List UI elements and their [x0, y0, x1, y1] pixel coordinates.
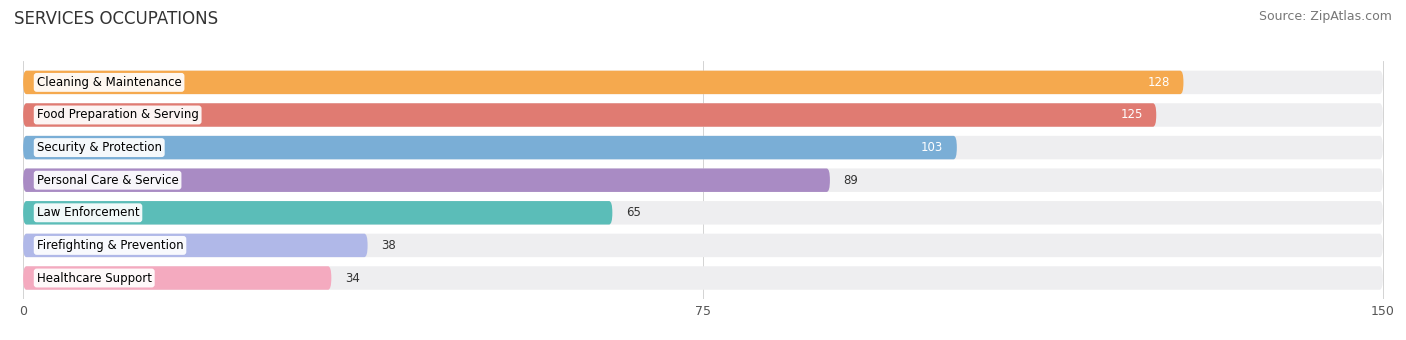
Text: 65: 65 [626, 206, 641, 219]
Text: Firefighting & Prevention: Firefighting & Prevention [37, 239, 183, 252]
Text: 38: 38 [381, 239, 396, 252]
FancyBboxPatch shape [22, 103, 1384, 127]
Text: Food Preparation & Serving: Food Preparation & Serving [37, 108, 198, 121]
FancyBboxPatch shape [22, 266, 1384, 290]
Text: Personal Care & Service: Personal Care & Service [37, 174, 179, 187]
FancyBboxPatch shape [22, 168, 1384, 192]
Text: 103: 103 [921, 141, 943, 154]
FancyBboxPatch shape [22, 201, 613, 224]
FancyBboxPatch shape [22, 136, 957, 159]
Text: Security & Protection: Security & Protection [37, 141, 162, 154]
Text: Cleaning & Maintenance: Cleaning & Maintenance [37, 76, 181, 89]
Text: 125: 125 [1121, 108, 1143, 121]
FancyBboxPatch shape [22, 71, 1384, 94]
FancyBboxPatch shape [22, 234, 1384, 257]
FancyBboxPatch shape [22, 168, 830, 192]
Text: Law Enforcement: Law Enforcement [37, 206, 139, 219]
Text: 34: 34 [344, 272, 360, 285]
Text: 89: 89 [844, 174, 859, 187]
FancyBboxPatch shape [22, 103, 1156, 127]
Text: SERVICES OCCUPATIONS: SERVICES OCCUPATIONS [14, 10, 218, 28]
Text: 128: 128 [1147, 76, 1170, 89]
FancyBboxPatch shape [22, 201, 1384, 224]
FancyBboxPatch shape [22, 266, 332, 290]
FancyBboxPatch shape [22, 71, 1184, 94]
FancyBboxPatch shape [22, 136, 1384, 159]
Text: Healthcare Support: Healthcare Support [37, 272, 152, 285]
Text: Source: ZipAtlas.com: Source: ZipAtlas.com [1258, 10, 1392, 23]
FancyBboxPatch shape [22, 234, 367, 257]
